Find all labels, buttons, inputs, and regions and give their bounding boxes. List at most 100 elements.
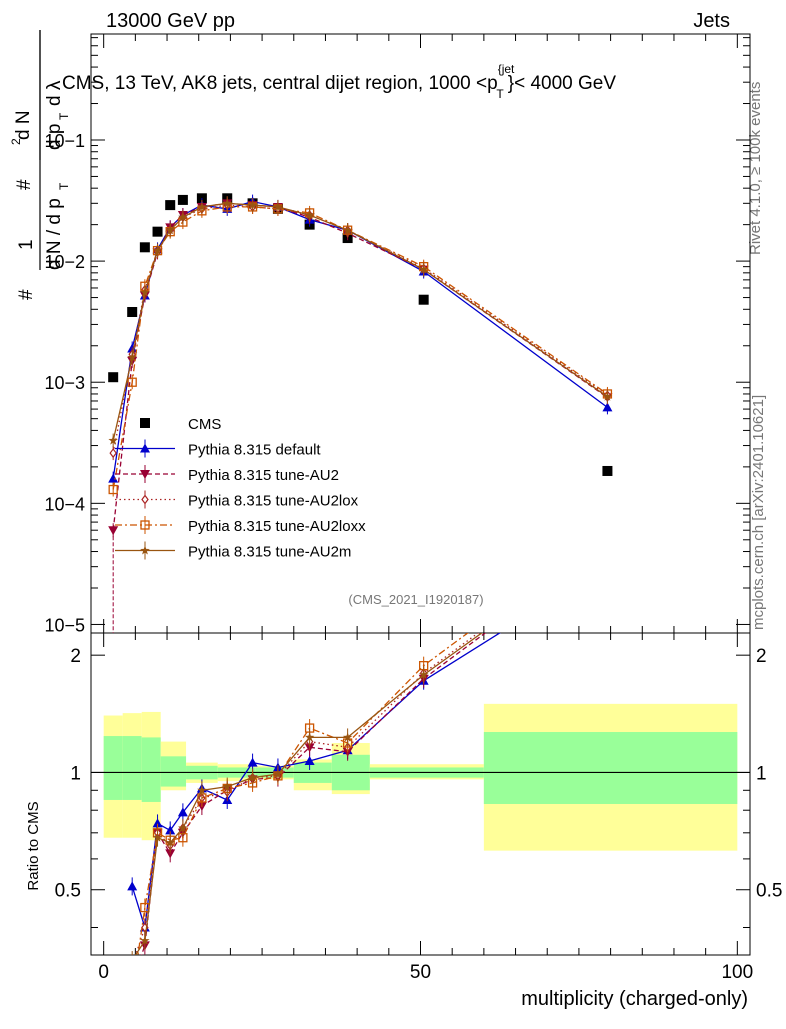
point-data [165, 200, 176, 211]
y-tick-label-top: 10−5 [44, 615, 85, 635]
ratio-point-au2lox [604, 534, 610, 542]
y-tick-label-top: 10−2 [44, 252, 85, 272]
ratio-point-default [602, 560, 612, 569]
legend-marker-au2 [140, 470, 150, 479]
mcplots-label: mcplots.cern.ch [arXiv:2401.10621] [750, 395, 767, 630]
legend: CMS Pythia 8.315 default Pythia 8.315 tune… [115, 416, 366, 561]
ratio-point-au2m [152, 832, 163, 842]
point-au2lox [109, 448, 117, 459]
point-data [127, 306, 138, 317]
legend-label-au2loxx: Pythia 8.315 tune-AU2loxx [188, 518, 366, 535]
chart-title-tail: }< 4000 GeV [508, 73, 617, 94]
point-au2m [602, 391, 613, 401]
svg-text:d λ: d λ [44, 80, 65, 106]
y-tick-label-top: 10−4 [44, 494, 85, 514]
svg-text:T: T [57, 182, 71, 190]
ratio-point-au2m [127, 955, 136, 964]
ratio-point-au2lox [129, 961, 135, 969]
ratio-point-default [304, 756, 315, 766]
point-au2m [140, 287, 150, 297]
series-line-au2m [112, 202, 608, 441]
legend-label-au2m: Pythia 8.315 tune-AU2m [188, 544, 351, 561]
legend-label-default: Pythia 8.315 default [188, 442, 321, 459]
svg-text:#: # [14, 179, 35, 190]
x-tick-label: 50 [410, 962, 431, 983]
ratio-bands [103, 703, 738, 851]
ratio-point-au2m [342, 732, 353, 742]
series-line-default [112, 200, 608, 479]
point-au2m [108, 435, 118, 445]
y-tick-label-ratio: 0.5 [55, 881, 81, 902]
ratio-point-au2m [178, 823, 188, 833]
ratio-point-default [177, 807, 188, 817]
svg-text:#: # [16, 289, 37, 300]
point-au2m [165, 225, 175, 235]
chart-title-sup: {jet [498, 62, 515, 76]
ratio-point-au2m [197, 785, 207, 795]
point-au2m [197, 201, 207, 211]
ratio-point-au2m [165, 837, 175, 847]
ratio-point-au2 [127, 978, 137, 987]
band-inner [122, 736, 142, 800]
ratio-point-au2loxx [128, 990, 136, 998]
chart-title-sub: T [496, 87, 504, 101]
ratio-point-default [165, 825, 176, 835]
x-tick-label: 0 [98, 962, 109, 983]
svg-text:d N / d p: d N / d p [44, 198, 65, 270]
svg-text:d N: d N [13, 110, 34, 140]
header-left: 13000 GeV pp [106, 10, 235, 32]
legend-marker-au2m [140, 545, 150, 555]
series-au2 [108, 196, 613, 538]
y-axis-label-top: 1 d N / d p T d N 2 d p T d λ # # [9, 30, 71, 300]
point-data [602, 465, 613, 476]
band-inner [160, 756, 187, 787]
legend-marker-au2lox [141, 494, 149, 505]
point-au2m [304, 210, 315, 220]
y-tick-label-ratio-right: 1 [756, 763, 767, 784]
point-data [139, 242, 150, 253]
ratio-point-au2m [304, 732, 315, 742]
chart-title: CMS, 13 TeV, AK8 jets, central dijet reg… [62, 62, 616, 101]
band-inner [483, 732, 738, 804]
header-right: Jets [693, 10, 730, 32]
rivet-label: Rivet 4.1.0, ≥ 100k events [747, 82, 764, 255]
point-data [108, 372, 119, 383]
y-tick-label-top: 10−3 [44, 373, 85, 393]
point-au2m [247, 200, 258, 210]
ratio-point-au2m [418, 669, 429, 679]
series-au2m [108, 196, 613, 448]
ratio-point-au2m [140, 935, 150, 945]
point-au2m [342, 225, 353, 235]
plot-layer: 0 50 100 10−1 10−2 10−3 10−4 10−5 0.5 0.5 1 1 2 2 [44, 33, 782, 998]
ratio-point-au2 [602, 538, 612, 547]
legend-marker-au2loxx [140, 520, 150, 530]
chart-title-main: CMS, 13 TeV, AK8 jets, central dijet reg… [62, 73, 498, 94]
ratio-point-default [127, 881, 138, 891]
point-au2m [273, 201, 283, 211]
y-tick-label-ratio-right: 0.5 [756, 881, 782, 902]
point-au2m [127, 352, 137, 362]
point-default [602, 402, 613, 412]
point-au2m [222, 198, 232, 208]
point-au2loxx [127, 377, 137, 387]
y-tick-label-ratio: 1 [70, 763, 81, 784]
point-data [177, 194, 188, 205]
band-inner [103, 736, 123, 800]
legend-marker-default [140, 443, 150, 453]
ratio-point-au2m [273, 769, 283, 779]
legend-label-data: CMS [188, 416, 221, 433]
band-inner [141, 737, 161, 802]
legend-label-au2lox: Pythia 8.315 tune-AU2lox [188, 493, 359, 510]
series-default [108, 194, 613, 486]
point-default [108, 473, 119, 483]
series-line-au2loxx [112, 206, 608, 490]
ratio-point-au2m [247, 772, 258, 782]
y-axis-label-ratio: Ratio to CMS [25, 801, 42, 890]
ratio-series-au2m [127, 633, 483, 964]
point-data [152, 226, 163, 237]
svg-text:1: 1 [16, 239, 37, 250]
point-au2m [178, 212, 188, 222]
svg-text:d p: d p [44, 124, 65, 150]
y-tick-label-ratio: 2 [70, 646, 81, 667]
